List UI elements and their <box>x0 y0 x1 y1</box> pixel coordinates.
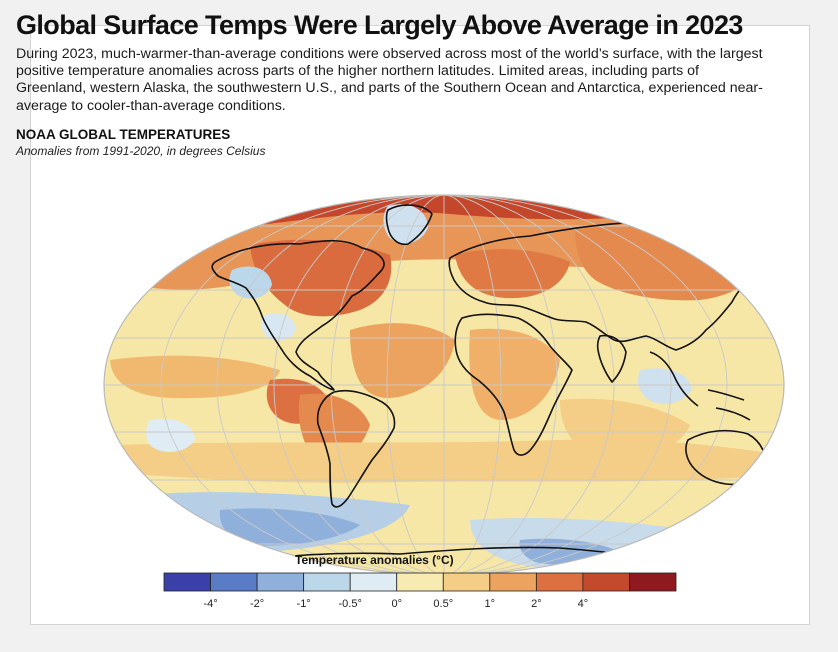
europe-warm-region <box>455 249 570 299</box>
pacific-warm-band <box>110 355 280 399</box>
legend-tick-label: -1° <box>296 598 311 610</box>
legend-swatch <box>349 572 398 592</box>
legend-tick-label: -0.5° <box>338 598 362 610</box>
legend-swatch <box>489 572 537 592</box>
legend-swatch <box>442 572 491 592</box>
legend-tick-label: -4° <box>203 598 218 610</box>
africa-outline <box>454 313 573 456</box>
legend-swatch <box>582 572 630 592</box>
indian-ocean-cool-patch <box>638 368 692 404</box>
legend-swatch <box>210 572 258 592</box>
southern-warm-band <box>110 439 780 483</box>
legend-swatch <box>535 572 584 592</box>
north-america-outline <box>211 239 385 391</box>
map-title: NOAA GLOBAL TEMPERATURES <box>16 127 231 142</box>
southern-ocean-cold-region <box>219 508 360 546</box>
south-america-outline <box>316 389 396 508</box>
legend-tick-label: 0.5° <box>433 598 454 610</box>
legend-title: Temperature anomalies (°C) <box>295 553 454 567</box>
headline: Global Surface Temps Were Largely Above … <box>16 10 743 40</box>
india-outline <box>596 334 627 383</box>
southwest-us-cool-region <box>261 313 296 341</box>
north-america-warm-region <box>250 239 392 317</box>
legend-tick-label: 4° <box>577 598 589 610</box>
greenland-outline <box>385 204 433 246</box>
legend-color-bar <box>163 572 677 592</box>
africa-warm-region <box>469 328 560 420</box>
legend-tick-label: 2° <box>531 598 542 610</box>
legend-swatch <box>396 572 444 592</box>
description-text: During 2023, much-warmer-than-average co… <box>16 46 763 114</box>
legend-swatch <box>303 572 351 592</box>
legend-swatch <box>256 572 305 592</box>
alaska-cool-region <box>229 266 272 299</box>
legend-swatch <box>629 572 677 592</box>
legend-tick-label: 1° <box>484 598 496 610</box>
legend-swatch <box>163 572 211 592</box>
legend-tick-label: 0° <box>391 598 402 610</box>
map-subtitle: Anomalies from 1991-2020, in degrees Cel… <box>16 144 266 158</box>
legend-tick-label: -2° <box>249 598 265 610</box>
southeast-asia-outline <box>649 351 751 421</box>
tropical-atlantic-warm-region <box>350 323 455 399</box>
